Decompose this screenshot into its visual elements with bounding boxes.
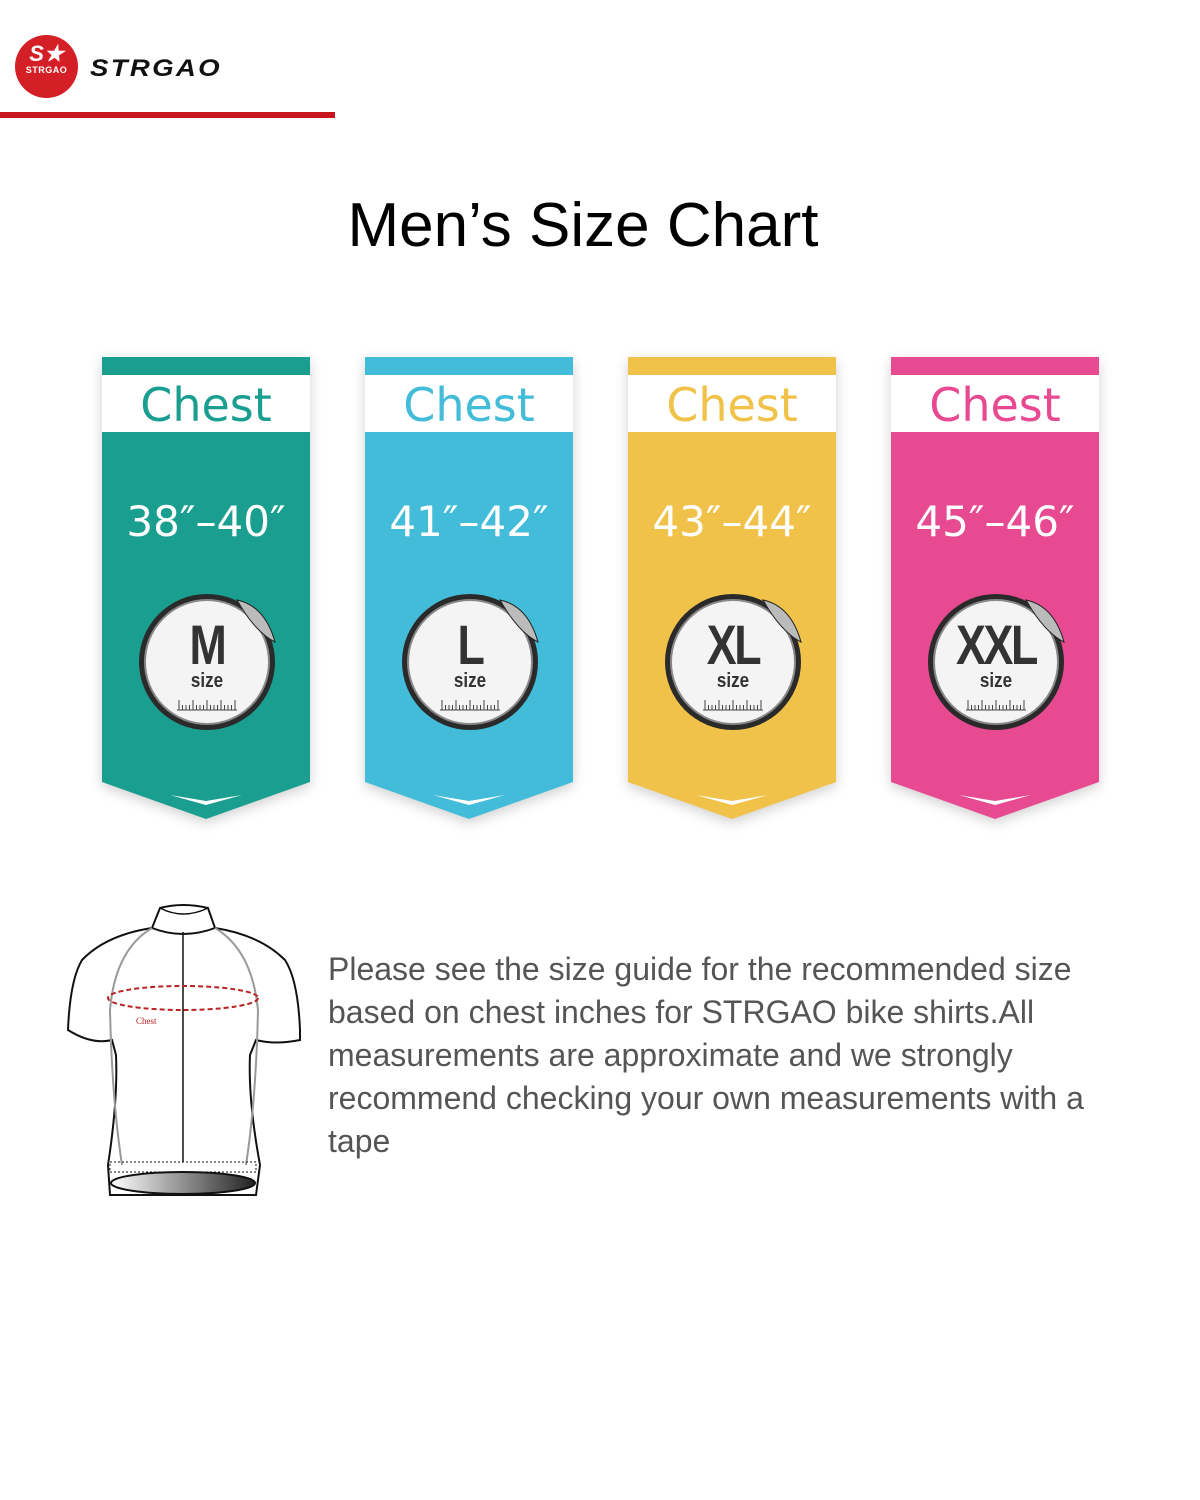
size-sticker-icon (665, 594, 802, 730)
chevron-down-icon (170, 795, 242, 805)
jersey-diagram: Chest (66, 904, 301, 1196)
size-banner-m: Chest 38″–40″ M size (102, 357, 310, 819)
size-word: size (716, 670, 750, 692)
header-divider (0, 112, 335, 118)
brand-logo: S★ STRGAO (15, 35, 78, 98)
page-title: Men’s Size Chart (347, 191, 819, 260)
chest-range: 45″–46″ (915, 497, 1075, 546)
chest-label: Chest (403, 378, 535, 432)
star-icon: S★ (29, 41, 64, 66)
brand-name: STRGAO (90, 55, 222, 82)
size-letter: XXL (956, 613, 1038, 676)
size-letter: XL (706, 613, 762, 676)
chest-range: 38″–40″ (126, 497, 286, 546)
size-sticker-icon (139, 594, 276, 730)
size-sticker-icon (402, 594, 539, 730)
size-banner-xxl: Chest 45″–46″ XXL size (891, 357, 1099, 819)
size-guide-description: Please see the size guide for the recomm… (328, 951, 1084, 1159)
size-word: size (979, 670, 1013, 692)
chest-label: Chest (929, 378, 1061, 432)
chevron-down-icon (433, 795, 505, 805)
chevron-down-icon (959, 795, 1031, 805)
size-banner-l: Chest 41″–42″ L size (365, 357, 573, 819)
size-banner-xl: Chest 43″–44″ XL size (628, 357, 836, 819)
chevron-down-icon (696, 795, 768, 805)
size-sticker-icon (928, 594, 1065, 730)
size-word: size (453, 670, 487, 692)
size-letter: M (189, 613, 227, 676)
size-word: size (190, 670, 224, 692)
chest-label: Chest (136, 1016, 157, 1026)
chest-label: Chest (666, 378, 798, 432)
chest-range: 41″–42″ (389, 497, 549, 546)
size-letter: L (457, 613, 485, 676)
chest-label: Chest (140, 378, 272, 432)
chest-range: 43″–44″ (652, 497, 812, 546)
